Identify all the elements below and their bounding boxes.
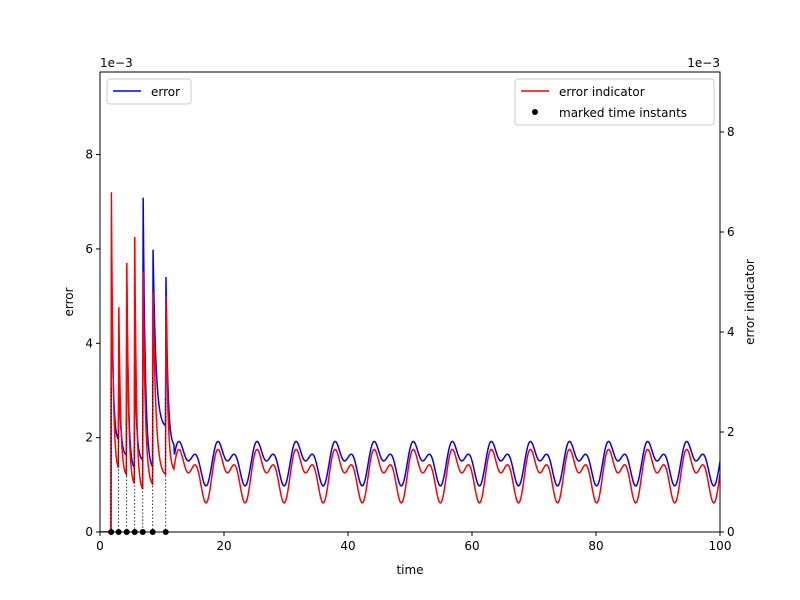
legend-error: error: [106, 78, 192, 105]
left-tick-label: 2: [85, 431, 93, 445]
legend-right-box: [514, 78, 715, 126]
right-axis-scale-label: 1e−3: [687, 56, 720, 70]
left-tick-label: 6: [85, 242, 93, 256]
x-tick-label: 80: [588, 539, 603, 553]
right-tick-label: 4: [727, 325, 735, 339]
left-tick-label: 0: [85, 525, 93, 539]
legend-error-box: [106, 78, 192, 105]
legend-error-label: error: [151, 85, 180, 99]
error-series-line: [100, 197, 720, 532]
x-tick-label: 0: [96, 539, 104, 553]
right-axis-ticks: 0 2 4 6 8: [720, 125, 735, 539]
right-tick-label: 8: [727, 125, 735, 139]
x-tick-label: 40: [340, 539, 355, 553]
x-tick-label: 20: [216, 539, 231, 553]
left-tick-label: 8: [85, 148, 93, 162]
right-tick-label: 0: [727, 525, 735, 539]
x-tick-label: 60: [464, 539, 479, 553]
axes-frame: [99, 71, 721, 533]
legend-marker-label: marked time instants: [559, 106, 687, 120]
x-tick-label: 100: [709, 539, 732, 553]
left-axis-scale-label: 1e−3: [100, 56, 133, 70]
right-axis-label: error indicator: [743, 259, 757, 345]
x-axis-label: time: [396, 563, 423, 577]
x-axis-ticks: 0 20 40 60 80 100: [96, 532, 731, 553]
right-tick-label: 6: [727, 225, 735, 239]
error-indicator-series-line: [100, 192, 720, 532]
left-axis-ticks: 0 2 4 6 8: [85, 148, 100, 539]
legend-marker-swatch: [532, 109, 538, 115]
plot-area: [100, 192, 720, 532]
left-tick-label: 4: [85, 336, 93, 350]
right-tick-label: 2: [727, 425, 735, 439]
legend-error-indicator-label: error indicator: [559, 85, 645, 99]
legend-right: error indicator marked time instants: [514, 78, 715, 126]
left-axis-label: error: [62, 287, 76, 316]
